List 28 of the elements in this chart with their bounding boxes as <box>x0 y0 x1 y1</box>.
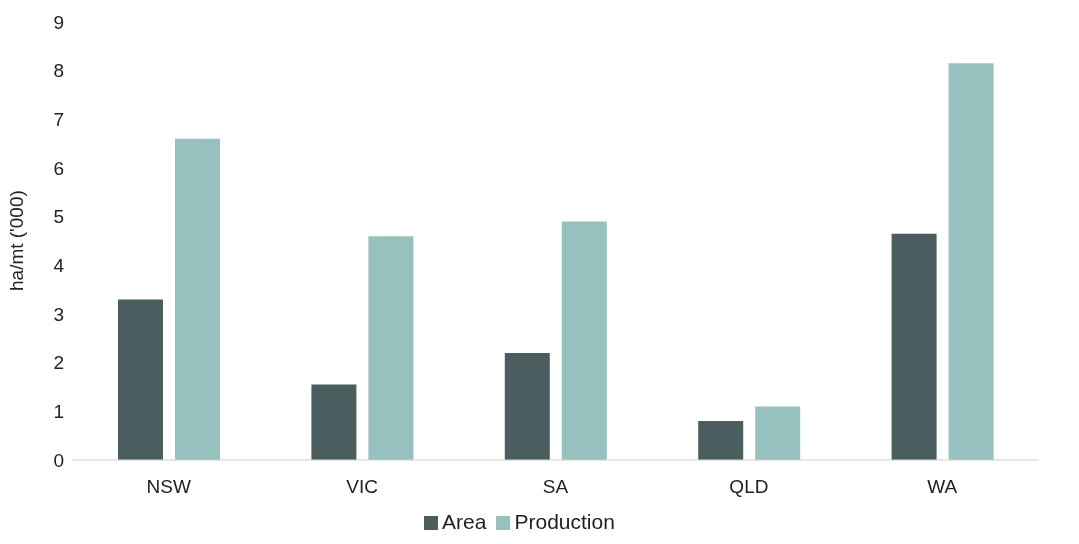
bar <box>561 221 607 460</box>
bar <box>948 63 994 460</box>
y-axis-title: ha/mt ('000) <box>5 190 27 291</box>
bar <box>175 138 220 460</box>
x-tick-label: WA <box>927 476 958 498</box>
y-tick-label: 8 <box>53 60 64 82</box>
y-tick-label: 0 <box>53 449 64 471</box>
x-tick-label: VIC <box>346 476 378 498</box>
x-tick-label: QLD <box>729 476 769 498</box>
bar <box>504 352 550 460</box>
y-tick-label: 4 <box>53 255 65 277</box>
x-tick-label: SA <box>542 476 569 498</box>
bar <box>891 233 937 460</box>
bar <box>755 406 801 460</box>
y-tick-label: 9 <box>53 11 64 33</box>
legend-label: Production <box>514 510 615 533</box>
y-tick-label: 6 <box>53 157 64 179</box>
y-tick-label: 3 <box>53 303 64 325</box>
bar <box>118 299 163 460</box>
bar <box>311 384 357 460</box>
bar <box>368 236 414 460</box>
bar <box>698 421 744 460</box>
y-tick-label: 1 <box>53 401 64 423</box>
x-tick-label: NSW <box>146 476 191 498</box>
y-tick-label: 7 <box>53 109 64 131</box>
legend-label: Area <box>442 510 487 533</box>
y-tick-label: 5 <box>53 206 64 228</box>
y-tick-label: 2 <box>53 352 64 374</box>
